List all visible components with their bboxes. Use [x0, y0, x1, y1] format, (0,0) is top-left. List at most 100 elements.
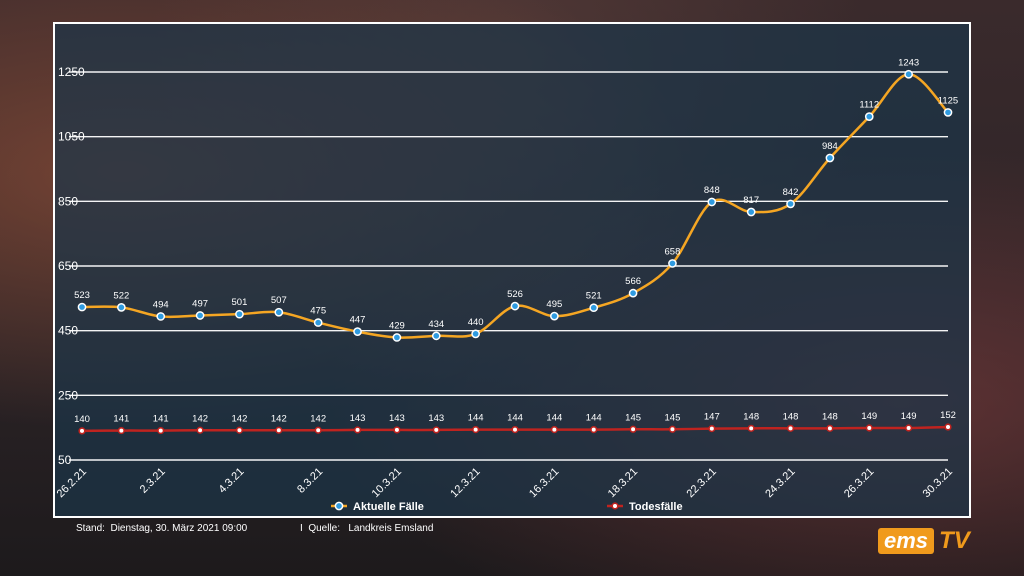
data-label: 142 [232, 413, 248, 424]
data-label: 817 [743, 195, 759, 206]
data-point [313, 318, 323, 327]
data-point [786, 424, 795, 432]
data-point [826, 424, 834, 432]
data-point [275, 426, 283, 434]
data-label: 142 [271, 413, 287, 424]
data-label: 522 [113, 290, 129, 301]
data-point [432, 426, 440, 434]
data-label: 143 [389, 413, 405, 424]
x-tick-label: 18.3.21 [606, 466, 640, 500]
y-tick-label: 850 [58, 194, 78, 208]
x-tick-label: 26.2.21 [55, 466, 89, 500]
y-tick-label: 650 [58, 259, 78, 273]
data-label: 495 [546, 299, 562, 310]
data-point [904, 69, 913, 79]
x-tick-label: 22.3.21 [685, 466, 719, 500]
data-point [353, 426, 362, 434]
data-point [157, 426, 165, 435]
x-tick-label: 4.3.21 [216, 466, 246, 496]
x-tick-label: 26.3.21 [842, 466, 876, 500]
data-point [668, 425, 677, 433]
data-label: 148 [783, 411, 799, 422]
data-point [628, 288, 638, 298]
data-point [156, 312, 166, 321]
footer-quelle: I Quelle: Landkreis Emsland [300, 523, 434, 534]
x-tick-label: 10.3.21 [370, 466, 404, 500]
data-point [905, 424, 913, 432]
data-label: 142 [310, 413, 326, 424]
data-point [864, 112, 874, 121]
data-label: 434 [428, 319, 444, 330]
data-label: 144 [507, 413, 523, 424]
x-tick-label: 12.3.21 [448, 466, 482, 500]
x-tick-label: 16.3.21 [527, 466, 561, 500]
data-label: 148 [743, 411, 759, 422]
data-label: 149 [901, 411, 917, 422]
data-point [707, 197, 717, 207]
legend-marker [334, 501, 344, 511]
data-point [944, 423, 952, 431]
data-label: 440 [468, 317, 484, 328]
data-point [708, 425, 716, 433]
data-point [314, 426, 322, 434]
data-point [195, 311, 205, 320]
data-label: 143 [428, 413, 444, 424]
legend-label: Aktuelle Fälle [353, 501, 424, 513]
ems-tv-logo: ems TV [878, 527, 994, 555]
data-label: 145 [665, 412, 681, 423]
data-point [510, 301, 520, 311]
data-label: 501 [232, 297, 248, 308]
data-label: 447 [350, 315, 366, 326]
data-label: 148 [822, 411, 838, 422]
data-label: 842 [783, 187, 799, 198]
y-tick-label: 450 [58, 324, 78, 338]
footer-stand: Stand: Dienstag, 30. März 2021 09:00 [76, 523, 248, 534]
y-tick-label: 1250 [58, 65, 85, 79]
data-label: 494 [153, 299, 169, 310]
data-label: 142 [192, 413, 208, 424]
data-label: 1112 [859, 100, 879, 111]
line-chart: 50 250 450 650 850 1050 1250 523 522 494 497 501 507… [55, 57, 958, 513]
legend-label: Todesfälle [629, 501, 683, 513]
data-label: 523 [74, 290, 90, 301]
data-point [550, 426, 558, 434]
data-point [747, 424, 755, 432]
data-label: 147 [704, 412, 720, 423]
data-point [629, 425, 637, 433]
x-tick-label: 30.3.21 [921, 466, 955, 500]
data-point [117, 426, 125, 435]
data-point [235, 309, 244, 319]
data-point [746, 207, 756, 217]
data-point [590, 426, 598, 434]
logo-tv-text: TV [939, 527, 970, 554]
data-point [353, 327, 362, 336]
data-point [196, 426, 204, 434]
data-label: 144 [546, 413, 562, 424]
y-tick-label: 250 [58, 388, 78, 402]
data-point [431, 331, 441, 341]
data-label: 658 [665, 246, 681, 257]
data-label: 475 [310, 306, 326, 317]
x-tick-label: 24.3.21 [763, 466, 797, 500]
data-label: 144 [468, 413, 484, 424]
data-label: 521 [586, 291, 602, 302]
data-point [865, 424, 873, 432]
legend-marker [611, 502, 619, 510]
data-point [78, 427, 86, 435]
data-label: 141 [153, 414, 169, 425]
data-label: 566 [625, 276, 641, 287]
data-point [786, 199, 795, 209]
data-point [511, 426, 519, 434]
y-tick-label: 1050 [58, 130, 85, 144]
data-label: 526 [507, 289, 523, 300]
data-point [235, 426, 244, 434]
data-label: 143 [350, 413, 366, 424]
data-point [392, 333, 402, 342]
data-label: 1243 [898, 57, 919, 68]
data-label: 1125 [938, 95, 958, 106]
data-point [550, 311, 559, 321]
data-point [668, 259, 677, 268]
logo-ems-text: ems [878, 528, 935, 554]
chart-frame: 50 250 450 650 850 1050 1250 523 522 494 497 501 507… [53, 22, 971, 518]
data-point [943, 108, 953, 117]
